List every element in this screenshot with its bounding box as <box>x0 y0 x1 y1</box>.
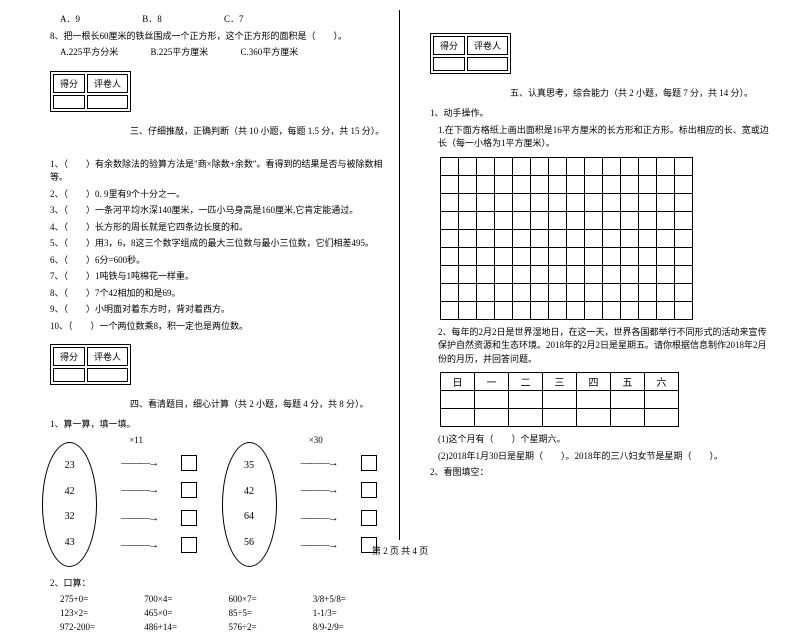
left-column: A．9 B．8 C．7 8、把一根长60厘米的铁丝围成一个正方形，这个正方形的面… <box>20 10 400 540</box>
arrows-2: ×30 ———→ ———→ ———→ ———→ <box>301 449 337 559</box>
judge-1: 1、（ ）有余数除法的验算方法是"商×除数+余数"。看得到的结果是否与被除数相等… <box>30 158 389 185</box>
opt-b: B.225平方厘米 <box>151 47 209 57</box>
sub1: (1)这个月有（ ）个星期六。 <box>410 433 770 447</box>
judge-7: 7、（ ）1吨铁与1吨棉花一样重。 <box>30 270 389 284</box>
calc-title: 1、算一算，填一填。 <box>30 418 389 432</box>
opt-a: A．9 <box>60 14 80 24</box>
val: 64 <box>244 511 254 522</box>
judge-2: 2、（ ）0. 9里有9个十分之一。 <box>30 188 389 202</box>
q8-options: A.225平方分米 B.225平方厘米 C.360平方厘米 <box>30 46 389 60</box>
val: 35 <box>244 460 254 471</box>
boxes-1 <box>181 449 197 559</box>
mental-item: 8/9-2/9= <box>313 622 389 632</box>
arrow-icon: ———→ <box>301 512 337 524</box>
page-footer: 第 2 页 共 4 页 <box>0 544 800 557</box>
opt-c: C．7 <box>224 14 244 24</box>
section3-title: 三、仔细推敲，正确判断（共 10 小题，每题 1.5 分，共 15 分）。 <box>130 124 389 137</box>
mental-item: 123×2= <box>60 608 136 618</box>
marker-label: 评卷人 <box>87 74 128 93</box>
arrow-icon: ———→ <box>121 457 157 469</box>
arrow-icon: ———→ <box>121 484 157 496</box>
answer-box[interactable] <box>361 482 377 498</box>
mental-item: 486+14= <box>144 622 220 632</box>
q2b: 2、看图填空： <box>410 466 770 480</box>
sub2: (2)2018年1月30日是星期（ ）。2018年的三八妇女节是星期（ ）。 <box>410 450 770 464</box>
calendar-table[interactable]: 日一二三四五六 <box>440 372 679 427</box>
answer-box[interactable] <box>361 510 377 526</box>
judge-6: 6、（ ）6分=600秒。 <box>30 254 389 268</box>
val: 42 <box>65 486 75 497</box>
judge-4: 4、（ ）长方形的周长就是它四条边长度的和。 <box>30 221 389 235</box>
arrow-icon: ———→ <box>301 484 337 496</box>
mental-item: 3/8+5/8= <box>313 594 389 604</box>
mental-item: 1-1/3= <box>313 608 389 618</box>
mental-item: 85÷5= <box>229 608 305 618</box>
marker-label: 评卷人 <box>467 36 508 55</box>
section5-title: 五、认真思考，综合能力（共 2 小题，每题 7 分，共 14 分）。 <box>510 86 770 99</box>
boxes-2 <box>361 449 377 559</box>
right-column: 得分评卷人 五、认真思考，综合能力（共 2 小题，每题 7 分，共 14 分）。… <box>400 10 780 540</box>
mult-label: ×11 <box>129 435 143 445</box>
score-box-sec5: 得分评卷人 <box>430 33 511 74</box>
q1-sub: 1.在下面方格纸上画出面积是16平方厘米的长方形和正方形。标出相应的长、宽或边长… <box>410 124 770 151</box>
score-label: 得分 <box>433 36 465 55</box>
judge-5: 5、（ ）用3，6，8这三个数字组成的最大三位数与最小三位数，它们相差495。 <box>30 237 389 251</box>
mental-grid: 275+0= 700×4= 600×7= 3/8+5/8= 123×2= 465… <box>60 594 389 632</box>
mental-item: 576÷2= <box>229 622 305 632</box>
judge-3: 3、（ ）一条河平均水深140厘米，一匹小马身高是160厘米,它肯定能通过。 <box>30 204 389 218</box>
q8-text: 8、把一根长60厘米的铁丝围成一个正方形，这个正方形的面积是（ ）。 <box>30 30 389 44</box>
answer-box[interactable] <box>181 482 197 498</box>
score-box-sec4: 得分评卷人 <box>50 344 131 385</box>
answer-box[interactable] <box>181 455 197 471</box>
mental-item: 972-200= <box>60 622 136 632</box>
opt-b: B．8 <box>142 14 162 24</box>
mental-item: 700×4= <box>144 594 220 604</box>
answer-box[interactable] <box>181 510 197 526</box>
opt-a: A.225平方分米 <box>60 47 118 57</box>
mental-item: 275+0= <box>60 594 136 604</box>
arrow-icon: ———→ <box>121 512 157 524</box>
score-label: 得分 <box>53 347 85 366</box>
q7-options: A．9 B．8 C．7 <box>30 13 389 27</box>
q1-text: 1、动手操作。 <box>410 107 770 121</box>
score-label: 得分 <box>53 74 85 93</box>
val: 23 <box>65 460 75 471</box>
opt-c: C.360平方厘米 <box>241 47 299 57</box>
q2-text: 2、每年的2月2日是世界湿地日，在这一天，世界各国都举行不同形式的活动来宣传保护… <box>410 326 770 367</box>
judge-8: 8、（ ）7个42相加的和是69。 <box>30 287 389 301</box>
score-box-sec3: 得分评卷人 <box>50 71 131 112</box>
grid-paper[interactable] <box>440 157 693 320</box>
mental-title: 2、口算： <box>30 577 389 591</box>
judge-10: 10、（ ）一个两位数乘8，积一定也是两位数。 <box>30 320 389 334</box>
arrow-icon: ———→ <box>301 457 337 469</box>
marker-label: 评卷人 <box>87 347 128 366</box>
mental-item: 600×7= <box>229 594 305 604</box>
mult-label: ×30 <box>309 435 323 445</box>
mental-item: 465×0= <box>144 608 220 618</box>
judge-9: 9、（ ）小明面对着东方时，背对着西方。 <box>30 303 389 317</box>
val: 42 <box>244 486 254 497</box>
section4-title: 四、看清题目，细心计算（共 2 小题，每题 4 分，共 8 分）。 <box>130 397 389 410</box>
arrows-1: ×11 ———→ ———→ ———→ ———→ <box>121 449 157 559</box>
answer-box[interactable] <box>361 455 377 471</box>
val: 32 <box>65 511 75 522</box>
